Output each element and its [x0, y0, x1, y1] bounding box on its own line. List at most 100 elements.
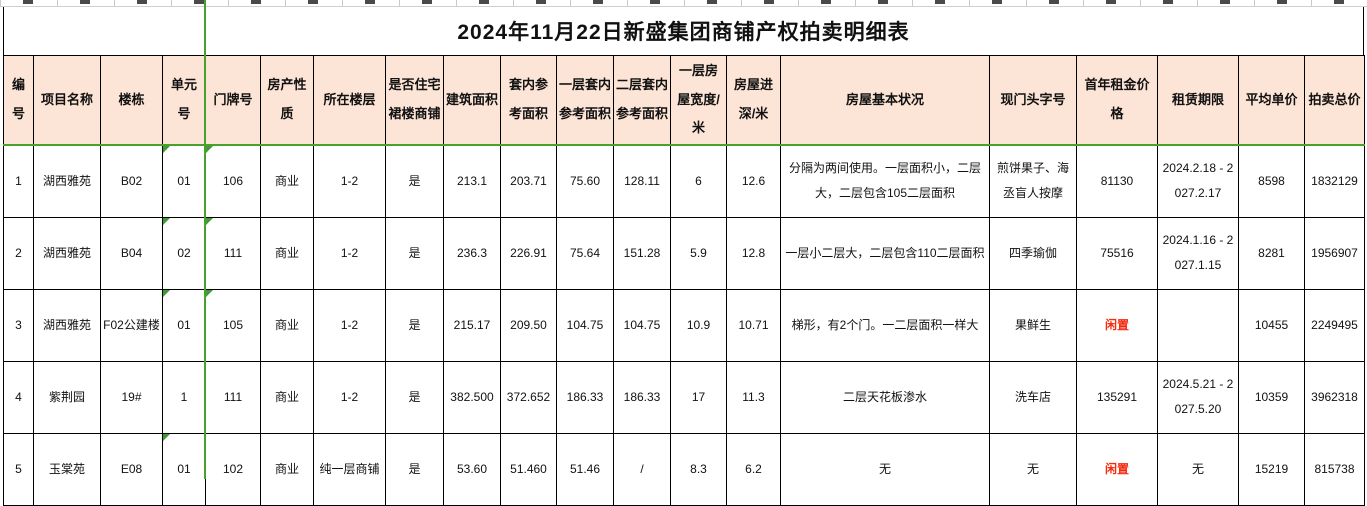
cell-r1-c4[interactable]: 106	[205, 144, 261, 218]
cell-r3-c10[interactable]: 104.75	[556, 288, 614, 362]
cell-r1-c5[interactable]: 商业	[260, 144, 314, 218]
cell-r3-c4[interactable]: 105	[205, 288, 261, 362]
column-header-12[interactable]: 一层房屋宽度/米	[670, 54, 727, 146]
cell-r5-c7[interactable]: 是	[385, 432, 444, 506]
cell-r1-c11[interactable]: 128.11	[613, 144, 671, 218]
cell-r1-c10[interactable]: 75.60	[556, 144, 614, 218]
cell-r5-c10[interactable]: 51.46	[556, 432, 614, 506]
cell-r1-c18[interactable]: 8598	[1238, 144, 1305, 218]
column-header-4[interactable]: 门牌号	[205, 54, 261, 146]
cell-r5-c16[interactable]: 闲置	[1076, 432, 1158, 506]
cell-r3-c18[interactable]: 10455	[1238, 288, 1305, 362]
cell-r5-c1[interactable]: 玉棠苑	[33, 432, 101, 506]
cell-r2-c8[interactable]: 236.3	[443, 216, 501, 290]
cell-r2-c12[interactable]: 5.9	[670, 216, 727, 290]
cell-r4-c19[interactable]: 3962318	[1304, 360, 1365, 434]
cell-r1-c3[interactable]: 01	[162, 144, 206, 218]
cell-r2-c18[interactable]: 8281	[1238, 216, 1305, 290]
column-header-19[interactable]: 拍卖总价	[1304, 54, 1365, 146]
cell-r5-c6[interactable]: 纯一层商铺	[313, 432, 386, 506]
cell-r2-c4[interactable]: 111	[205, 216, 261, 290]
cell-r3-c9[interactable]: 209.50	[500, 288, 557, 362]
column-header-2[interactable]: 楼栋	[100, 54, 163, 146]
cell-r4-c18[interactable]: 10359	[1238, 360, 1305, 434]
cell-r4-c15[interactable]: 洗车店	[989, 360, 1077, 434]
cell-r3-c3[interactable]: 01	[162, 288, 206, 362]
cell-r2-c10[interactable]: 75.64	[556, 216, 614, 290]
cell-r5-c19[interactable]: 815738	[1304, 432, 1365, 506]
cell-r3-c0[interactable]: 3	[3, 288, 34, 362]
column-header-14[interactable]: 房屋基本状况	[780, 54, 990, 146]
column-header-18[interactable]: 平均单价	[1238, 54, 1305, 146]
cell-r2-c13[interactable]: 12.8	[726, 216, 781, 290]
cell-r1-c19[interactable]: 1832129	[1304, 144, 1365, 218]
cell-r4-c11[interactable]: 186.33	[613, 360, 671, 434]
cell-r5-c3[interactable]: 01	[162, 432, 206, 506]
cell-r4-c5[interactable]: 商业	[260, 360, 314, 434]
cell-r1-c6[interactable]: 1-2	[313, 144, 386, 218]
cell-r3-c19[interactable]: 2249495	[1304, 288, 1365, 362]
column-header-13[interactable]: 房屋进深/米	[726, 54, 781, 146]
cell-r2-c17[interactable]: 2024.1.16 - 2027.1.15	[1157, 216, 1239, 290]
cell-r3-c6[interactable]: 1-2	[313, 288, 386, 362]
cell-r1-c7[interactable]: 是	[385, 144, 444, 218]
cell-r3-c2[interactable]: F02公建楼	[100, 288, 163, 362]
cell-r5-c2[interactable]: E08	[100, 432, 163, 506]
cell-r2-c7[interactable]: 是	[385, 216, 444, 290]
cell-r3-c11[interactable]: 104.75	[613, 288, 671, 362]
cell-r1-c8[interactable]: 213.1	[443, 144, 501, 218]
cell-r1-c16[interactable]: 81130	[1076, 144, 1158, 218]
cell-r1-c2[interactable]: B02	[100, 144, 163, 218]
cell-r5-c9[interactable]: 51.460	[500, 432, 557, 506]
column-header-10[interactable]: 一层套内参考面积	[556, 54, 614, 146]
cell-r2-c14[interactable]: 一层小二层大，二层包含110二层面积	[780, 216, 990, 290]
cell-r2-c19[interactable]: 1956907	[1304, 216, 1365, 290]
cell-r4-c8[interactable]: 382.500	[443, 360, 501, 434]
cell-r4-c0[interactable]: 4	[3, 360, 34, 434]
cell-r1-c14[interactable]: 分隔为两间使用。一层面积小，二层大，二层包含105二层面积	[780, 144, 990, 218]
cell-r5-c15[interactable]: 无	[989, 432, 1077, 506]
cell-r3-c7[interactable]: 是	[385, 288, 444, 362]
cell-r3-c14[interactable]: 梯形，有2个门。一二层面积一样大	[780, 288, 990, 362]
column-header-6[interactable]: 所在楼层	[313, 54, 386, 146]
cell-r2-c11[interactable]: 151.28	[613, 216, 671, 290]
cell-r1-c15[interactable]: 煎饼果子、海丞盲人按摩	[989, 144, 1077, 218]
cell-r3-c8[interactable]: 215.17	[443, 288, 501, 362]
sheet-title-cell[interactable]: 2024年11月22日新盛集团商铺产权拍卖明细表	[3, 7, 1364, 55]
cell-r4-c7[interactable]: 是	[385, 360, 444, 434]
column-header-0[interactable]: 编号	[3, 54, 34, 146]
column-header-7[interactable]: 是否住宅裙楼商铺	[385, 54, 444, 146]
cell-r4-c9[interactable]: 372.652	[500, 360, 557, 434]
cell-r2-c3[interactable]: 02	[162, 216, 206, 290]
cell-r3-c16[interactable]: 闲置	[1076, 288, 1158, 362]
cell-r4-c13[interactable]: 11.3	[726, 360, 781, 434]
cell-r5-c8[interactable]: 53.60	[443, 432, 501, 506]
cell-r2-c5[interactable]: 商业	[260, 216, 314, 290]
cell-r1-c13[interactable]: 12.6	[726, 144, 781, 218]
column-header-11[interactable]: 二层套内参考面积	[613, 54, 671, 146]
column-header-16[interactable]: 首年租金价格	[1076, 54, 1158, 146]
cell-r4-c2[interactable]: 19#	[100, 360, 163, 434]
cell-r5-c14[interactable]: 无	[780, 432, 990, 506]
cell-r5-c11[interactable]: /	[613, 432, 671, 506]
cell-r5-c5[interactable]: 商业	[260, 432, 314, 506]
cell-r3-c13[interactable]: 10.71	[726, 288, 781, 362]
cell-r1-c17[interactable]: 2024.2.18 - 2027.2.17	[1157, 144, 1239, 218]
cell-r5-c17[interactable]: 无	[1157, 432, 1239, 506]
cell-r2-c1[interactable]: 湖西雅苑	[33, 216, 101, 290]
cell-r4-c14[interactable]: 二层天花板渗水	[780, 360, 990, 434]
cell-r5-c0[interactable]: 5	[3, 432, 34, 506]
cell-r5-c12[interactable]: 8.3	[670, 432, 727, 506]
cell-r1-c0[interactable]: 1	[3, 144, 34, 218]
column-header-1[interactable]: 项目名称	[33, 54, 101, 146]
column-header-15[interactable]: 现门头字号	[989, 54, 1077, 146]
cell-r2-c2[interactable]: B04	[100, 216, 163, 290]
cell-r4-c6[interactable]: 1-2	[313, 360, 386, 434]
column-header-5[interactable]: 房产性质	[260, 54, 314, 146]
cell-r2-c6[interactable]: 1-2	[313, 216, 386, 290]
cell-r4-c12[interactable]: 17	[670, 360, 727, 434]
column-header-3[interactable]: 单元号	[162, 54, 206, 146]
cell-r3-c15[interactable]: 果鲜生	[989, 288, 1077, 362]
column-header-8[interactable]: 建筑面积	[443, 54, 501, 146]
cell-r1-c12[interactable]: 6	[670, 144, 727, 218]
